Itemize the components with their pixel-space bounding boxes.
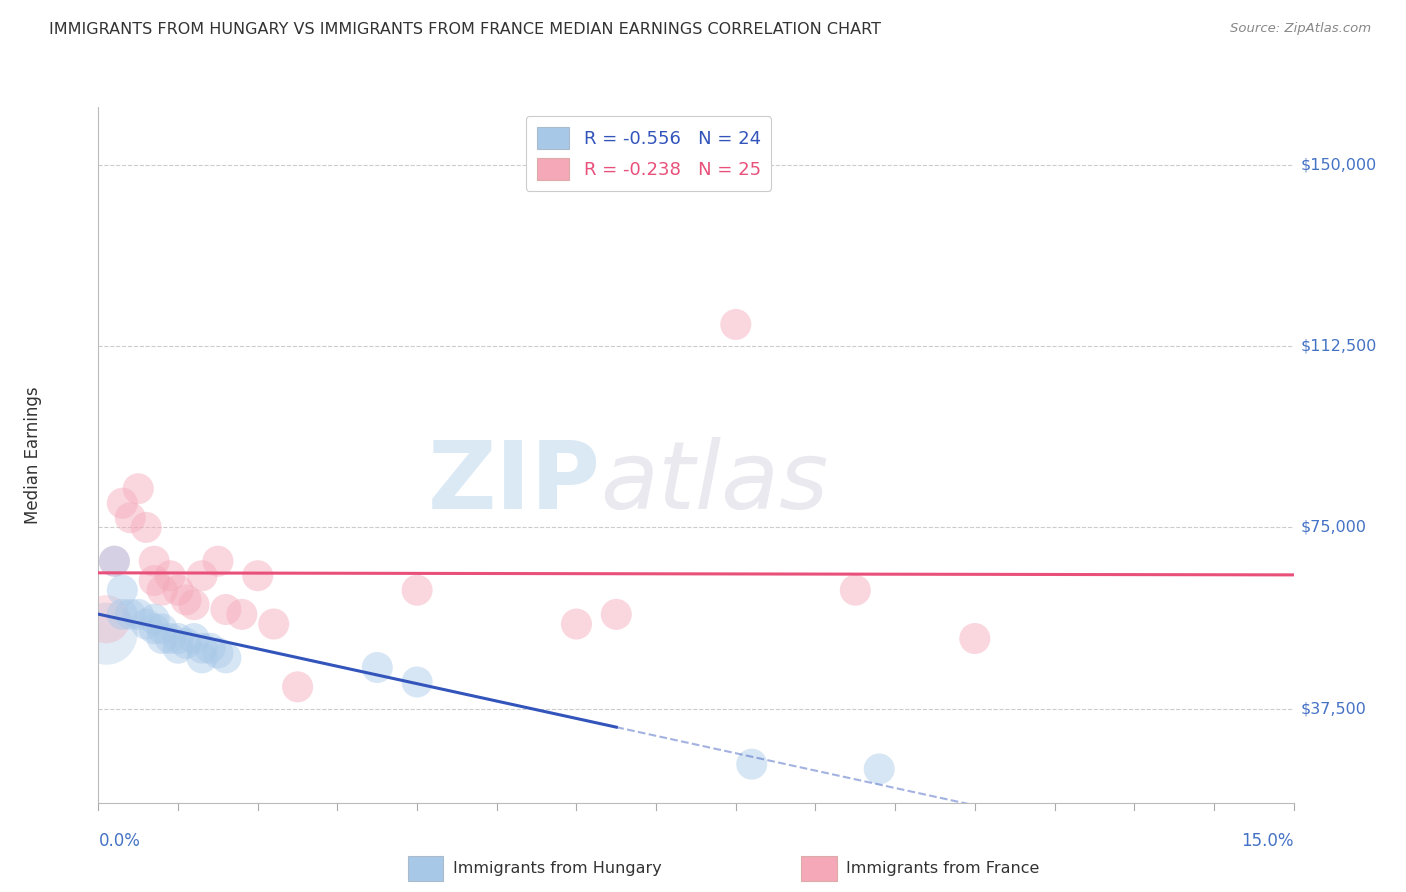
Point: [565, 617, 588, 632]
Point: [215, 651, 238, 665]
Point: [741, 757, 763, 772]
Point: [167, 641, 190, 656]
Point: [120, 510, 142, 524]
Text: $37,500: $37,500: [1301, 701, 1367, 716]
Point: [120, 607, 142, 622]
Point: [127, 607, 149, 622]
Text: 0.0%: 0.0%: [98, 831, 141, 850]
Point: [111, 496, 134, 510]
Text: Immigrants from France: Immigrants from France: [846, 862, 1040, 876]
Point: [191, 641, 214, 656]
Point: [135, 520, 157, 534]
Point: [174, 592, 197, 607]
Text: Median Earnings: Median Earnings: [24, 386, 42, 524]
Point: [103, 554, 125, 568]
Point: [150, 632, 173, 646]
Point: [96, 626, 118, 640]
Point: [143, 612, 166, 626]
Point: [159, 632, 181, 646]
Point: [406, 583, 429, 598]
Point: [198, 641, 221, 656]
Point: [159, 568, 181, 582]
Point: [605, 607, 627, 622]
Text: Source: ZipAtlas.com: Source: ZipAtlas.com: [1230, 22, 1371, 36]
Point: [406, 675, 429, 690]
Text: Immigrants from Hungary: Immigrants from Hungary: [453, 862, 661, 876]
Point: [191, 568, 214, 582]
Point: [143, 554, 166, 568]
Text: IMMIGRANTS FROM HUNGARY VS IMMIGRANTS FROM FRANCE MEDIAN EARNINGS CORRELATION CH: IMMIGRANTS FROM HUNGARY VS IMMIGRANTS FR…: [49, 22, 882, 37]
Point: [183, 632, 205, 646]
Point: [366, 660, 388, 674]
Point: [263, 617, 285, 632]
Point: [111, 583, 134, 598]
Point: [246, 568, 269, 582]
Point: [150, 622, 173, 636]
Point: [96, 612, 118, 626]
Point: [215, 602, 238, 616]
Point: [150, 583, 173, 598]
Text: $112,500: $112,500: [1301, 339, 1376, 354]
Point: [724, 318, 747, 332]
Point: [868, 762, 890, 776]
Point: [111, 607, 134, 622]
Text: $75,000: $75,000: [1301, 520, 1367, 535]
Text: $150,000: $150,000: [1301, 158, 1376, 172]
Point: [844, 583, 866, 598]
Point: [167, 632, 190, 646]
Point: [231, 607, 253, 622]
Point: [191, 651, 214, 665]
Point: [183, 598, 205, 612]
Point: [103, 554, 125, 568]
Text: ZIP: ZIP: [427, 437, 600, 529]
Point: [143, 622, 166, 636]
Point: [207, 646, 229, 660]
Point: [287, 680, 309, 694]
Point: [963, 632, 986, 646]
Text: 15.0%: 15.0%: [1241, 831, 1294, 850]
Point: [207, 554, 229, 568]
Point: [127, 482, 149, 496]
Point: [135, 617, 157, 632]
Point: [174, 636, 197, 650]
Text: atlas: atlas: [600, 437, 828, 528]
Point: [143, 574, 166, 588]
Point: [167, 583, 190, 598]
Legend: R = -0.556   N = 24, R = -0.238   N = 25: R = -0.556 N = 24, R = -0.238 N = 25: [526, 116, 772, 191]
